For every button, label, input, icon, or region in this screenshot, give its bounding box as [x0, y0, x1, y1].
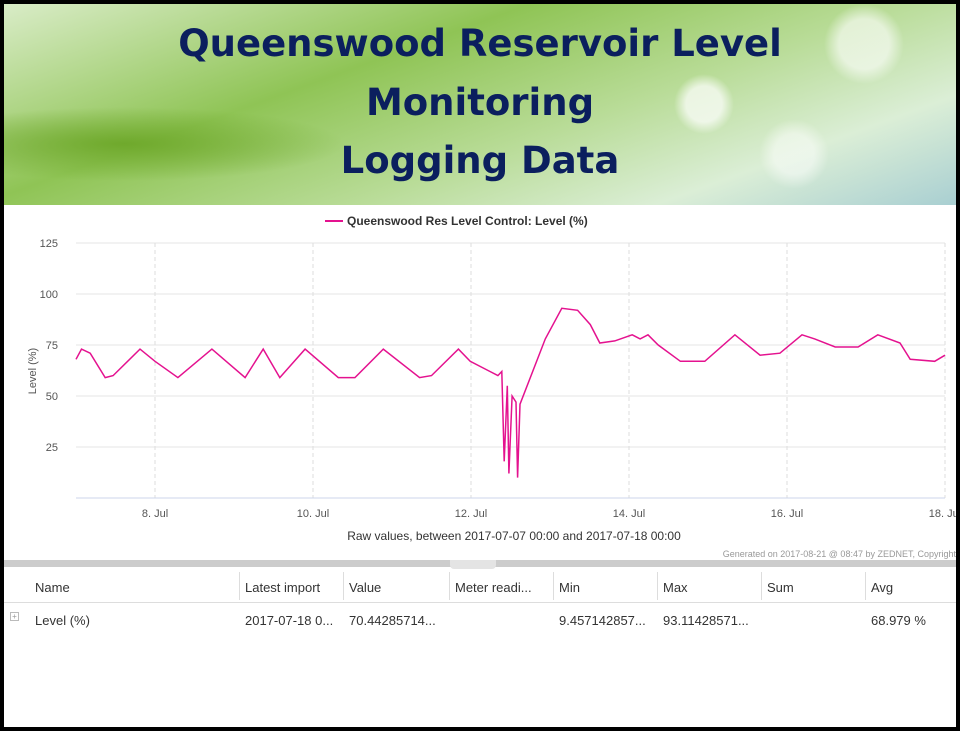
column-separator	[449, 572, 450, 600]
column-separator	[865, 572, 866, 600]
x-tick-label: 14. Jul	[613, 508, 645, 520]
column-separator	[657, 572, 658, 600]
title-line: Logging Data	[4, 139, 956, 182]
y-tick-label: 50	[46, 391, 58, 403]
x-tick-label: 18. Jul	[929, 508, 956, 520]
x-tick-label: 8. Jul	[142, 508, 168, 520]
cell: 68.979 %	[871, 613, 926, 628]
column-separator	[239, 572, 240, 600]
y-tick-label: 125	[40, 238, 58, 250]
credit: Generated on 2017-08-21 @ 08:47 by ZEDNE…	[723, 549, 956, 559]
column-header[interactable]: Min	[559, 580, 580, 595]
legend-label[interactable]: Queenswood Res Level Control: Level (%)	[347, 214, 588, 228]
x-tick-label: 16. Jul	[771, 508, 803, 520]
cell: 2017-07-18 0...	[245, 613, 333, 628]
y-tick-label: 25	[46, 442, 58, 454]
x-tick-label: 10. Jul	[297, 508, 329, 520]
column-header[interactable]: Meter readi...	[455, 580, 532, 595]
title-line: Monitoring	[4, 81, 956, 124]
column-header[interactable]: Max	[663, 580, 688, 595]
column-header[interactable]: Sum	[767, 580, 794, 595]
column-separator	[553, 572, 554, 600]
column-header[interactable]: Latest import	[245, 580, 320, 595]
header-banner: Queenswood Reservoir Level Monitoring Lo…	[4, 4, 956, 205]
page: Queenswood Reservoir Level Monitoring Lo…	[0, 0, 960, 731]
column-header[interactable]: Name	[35, 580, 70, 595]
x-axis-title: Raw values, between 2017-07-07 00:00 and…	[347, 529, 681, 543]
splitter-handle[interactable]	[450, 560, 496, 569]
expand-icon[interactable]: +	[10, 612, 19, 621]
header-rule	[4, 602, 956, 603]
series-line	[76, 308, 945, 477]
column-separator	[761, 572, 762, 600]
cell: Level (%)	[35, 613, 90, 628]
cell: 70.44285714...	[349, 613, 436, 628]
y-axis-title: Level (%)	[27, 348, 39, 394]
title-line: Queenswood Reservoir Level	[4, 22, 956, 65]
data-table: + Level (%) 2017-07-18 0... 70.44285714.…	[4, 560, 956, 730]
column-separator	[343, 572, 344, 600]
chart: Queenswood Res Level Control: Level (%) …	[4, 205, 956, 561]
cell: 9.457142857...	[559, 613, 646, 628]
y-tick-label: 75	[46, 340, 58, 352]
x-tick-label: 12. Jul	[455, 508, 487, 520]
column-header[interactable]: Value	[349, 580, 381, 595]
column-header[interactable]: Avg	[871, 580, 893, 595]
cell: 93.11428571...	[663, 613, 749, 628]
y-tick-label: 100	[40, 289, 58, 301]
